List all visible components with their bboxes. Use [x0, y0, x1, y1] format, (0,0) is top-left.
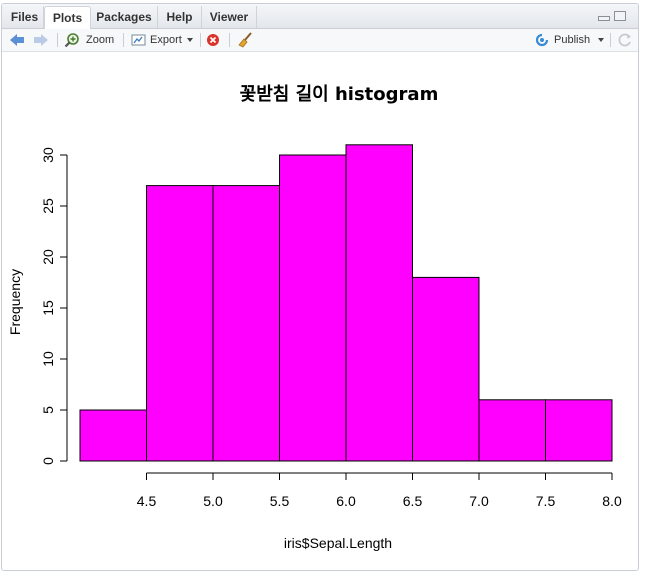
histogram-bar: [412, 276, 480, 462]
broom-clear-icon[interactable]: [237, 31, 255, 49]
tab-bar: Files Plots Packages Help Viewer: [2, 4, 638, 29]
y-axis: 0 5 10 15 20 25 30: [40, 147, 68, 465]
tab-files[interactable]: Files: [6, 6, 44, 28]
y-tick-label: 5: [40, 406, 56, 414]
tab-plots[interactable]: Plots: [44, 6, 91, 29]
histogram-bar: [545, 399, 613, 462]
histogram-bar: [279, 154, 347, 462]
bars-group: [79, 144, 613, 462]
toolbar: Zoom Export Publish: [2, 29, 638, 52]
toolbar-divider: [229, 33, 230, 47]
tab-help[interactable]: Help: [158, 6, 202, 28]
x-tick-label: 8.0: [602, 493, 622, 509]
histogram-bar: [79, 409, 147, 462]
refresh-icon[interactable]: [617, 32, 633, 48]
remove-plot-icon[interactable]: [206, 33, 220, 47]
tab-viewer[interactable]: Viewer: [202, 6, 257, 28]
tab-packages[interactable]: Packages: [91, 6, 158, 28]
publish-icon[interactable]: [533, 33, 551, 47]
x-axis: 4.5 5.0 5.5 6.0 6.5 7.0 7.5 8.0: [137, 472, 622, 509]
histogram-plot: 꽃받침 길이 histogram 4.5 5.0 5.5 6.0 6.5 7.0 7.5 8.…: [7, 83, 622, 551]
toolbar-divider: [123, 33, 124, 47]
histogram-bar: [146, 185, 214, 462]
y-tick-label: 25: [40, 198, 56, 214]
back-arrow-icon[interactable]: [9, 33, 25, 47]
x-tick-label: 6.0: [336, 493, 356, 509]
minimize-icon[interactable]: [598, 16, 610, 21]
toolbar-divider: [610, 33, 611, 47]
y-tick-label: 10: [40, 351, 56, 367]
y-tick-label: 0: [40, 457, 56, 465]
publish-dropdown-icon[interactable]: [598, 38, 604, 42]
x-tick-label: 6.5: [403, 493, 423, 509]
export-dropdown-icon[interactable]: [187, 38, 193, 42]
plots-pane: Files Plots Packages Help Viewer Zoom Ex…: [1, 3, 639, 571]
histogram-bar: [345, 144, 413, 462]
zoom-button[interactable]: Zoom: [86, 34, 115, 46]
x-tick-label: 5.5: [270, 493, 290, 509]
export-icon[interactable]: [130, 32, 148, 48]
x-tick-label: 4.5: [137, 493, 157, 509]
chart-title: 꽃받침 길이 histogram: [240, 83, 439, 105]
x-tick-label: 7.0: [469, 493, 489, 509]
y-axis-label: Frequency: [7, 269, 23, 335]
x-tick-label: 7.5: [536, 493, 556, 509]
y-tick-label: 20: [40, 249, 56, 265]
toolbar-divider: [57, 33, 58, 47]
histogram-bar: [212, 185, 280, 462]
publish-button[interactable]: Publish: [554, 34, 591, 46]
x-tick-label: 5.0: [203, 493, 223, 509]
y-tick-label: 30: [40, 147, 56, 163]
zoom-icon[interactable]: [64, 32, 81, 48]
x-axis-label: iris$Sepal.Length: [284, 535, 392, 551]
forward-arrow-icon[interactable]: [33, 33, 49, 47]
toolbar-divider: [200, 33, 201, 47]
y-tick-label: 15: [40, 300, 56, 316]
histogram-bar: [478, 399, 546, 462]
maximize-icon[interactable]: [614, 11, 626, 21]
export-button[interactable]: Export: [150, 34, 182, 46]
